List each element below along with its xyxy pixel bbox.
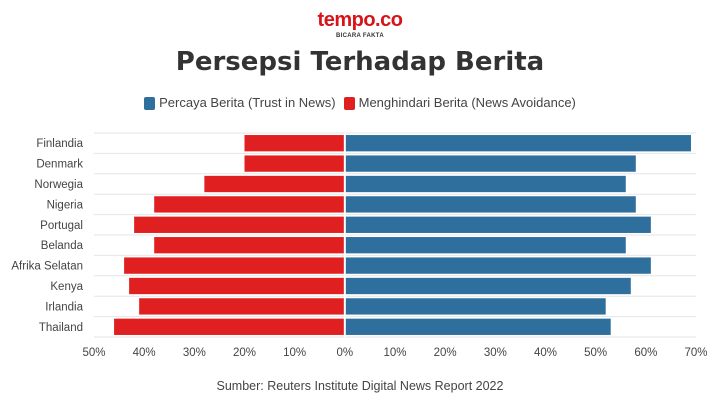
x-tick-label-1: 40% [133, 347, 156, 359]
bar-avoidance-4 [134, 216, 345, 233]
tempo-logo: tempo.co [317, 9, 403, 31]
bar-avoidance-6 [124, 257, 345, 274]
x-tick-label-11: 60% [634, 347, 657, 359]
bar-trust-2 [344, 175, 626, 193]
x-tick-label-0: 50% [82, 347, 105, 359]
bar-avoidance-1 [244, 155, 345, 172]
legend-item-trust[interactable]: Percaya Berita (Trust in News) [144, 94, 336, 112]
chart-legend: Percaya Berita (Trust in News) Menghinda… [0, 94, 720, 112]
category-label-2: Norwegia [34, 179, 83, 191]
x-tick-label-7: 20% [434, 347, 457, 359]
x-tick-label-9: 40% [534, 347, 557, 359]
x-tick-label-6: 10% [383, 347, 406, 359]
bar-trust-5 [344, 237, 626, 254]
legend-label-trust: Percaya Berita (Trust in News) [159, 95, 336, 110]
bar-trust-7 [344, 277, 631, 295]
bar-trust-8 [344, 298, 606, 315]
x-tick-label-3: 20% [233, 347, 256, 359]
category-label-6: Afrika Selatan [11, 261, 83, 273]
category-label-8: Irlandia [45, 301, 83, 313]
bar-avoidance-7 [129, 277, 345, 295]
bar-trust-0 [344, 135, 691, 152]
x-tick-label-2: 30% [183, 347, 206, 359]
x-tick-label-4: 10% [283, 347, 306, 359]
bar-trust-4 [344, 216, 651, 233]
bar-avoidance-8 [139, 298, 345, 315]
category-label-3: Nigeria [47, 199, 84, 211]
legend-swatch-avoidance [343, 96, 355, 110]
bar-trust-3 [344, 196, 636, 213]
legend-label-avoidance: Menghindari Berita (News Avoidance) [358, 95, 576, 110]
bar-trust-6 [344, 257, 651, 274]
bar-avoidance-0 [244, 135, 345, 152]
x-tick-label-10: 50% [584, 347, 607, 359]
category-label-4: Portugal [40, 220, 83, 232]
category-label-7: Kenya [50, 281, 83, 293]
bar-avoidance-9 [114, 318, 345, 335]
category-label-0: Finlandia [36, 138, 83, 150]
legend-swatch-trust [144, 96, 156, 110]
x-tick-label-8: 30% [484, 347, 507, 359]
category-label-1: Denmark [36, 159, 83, 171]
source-note: Sumber: Reuters Institute Digital News R… [216, 379, 504, 393]
brand-header: tempo.co BICARA FAKTA [0, 8, 720, 40]
bar-avoidance-2 [204, 175, 345, 193]
bar-avoidance-5 [154, 237, 345, 254]
legend-item-avoidance[interactable]: Menghindari Berita (News Avoidance) [343, 94, 576, 112]
bar-trust-9 [344, 318, 611, 335]
brand-tagline: BICARA FAKTA [336, 33, 384, 39]
chart-title: Persepsi Terhadap Berita [175, 47, 545, 77]
bar-avoidance-3 [154, 196, 345, 213]
x-tick-label-12: 70% [684, 347, 707, 359]
x-tick-label-5: 0% [337, 347, 354, 359]
category-label-9: Thailand [39, 322, 83, 334]
category-label-5: Belanda [41, 240, 84, 252]
bar-trust-1 [344, 155, 636, 172]
